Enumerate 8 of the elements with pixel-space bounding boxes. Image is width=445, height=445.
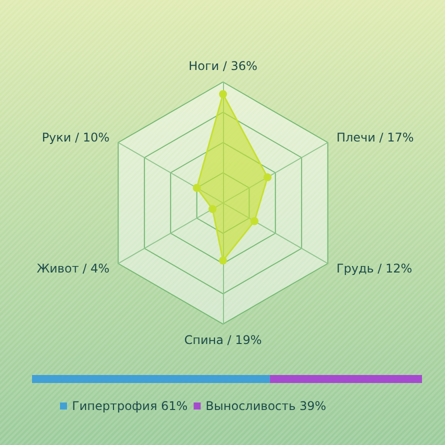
spoke-label: Плечи / 17% <box>336 130 414 144</box>
spoke-label: Грудь / 12% <box>336 262 412 276</box>
legend-label: Гипертрофия 61% <box>72 399 188 413</box>
spoke-label: Спина / 19% <box>184 333 262 347</box>
spoke-label: Живот / 4% <box>36 262 110 276</box>
spoke-label: Ноги / 36% <box>188 59 258 73</box>
spoke-label: Руки / 10% <box>42 130 110 144</box>
legend-label: Выносливость 39% <box>206 399 326 413</box>
